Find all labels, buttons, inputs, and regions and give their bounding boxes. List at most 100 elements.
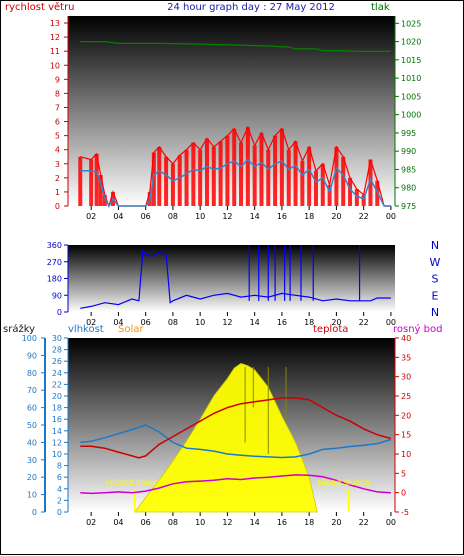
- humidity-y-tick-label-28: 28: [52, 346, 62, 355]
- pressure-y-tick-label-990: 990: [401, 147, 416, 156]
- rain-y-tick-label-30: 30: [27, 456, 37, 465]
- wind-y-tick-label-10: 10: [50, 61, 60, 70]
- x-tick-label-18: 18: [304, 318, 314, 327]
- wind-y-tick-label-7: 7: [55, 103, 60, 112]
- humidity-line: [80, 424, 392, 459]
- x-tick-label-22: 22: [359, 318, 369, 327]
- x-tick-label-16: 16: [277, 518, 287, 527]
- x-tick-label-18: 18: [304, 518, 314, 527]
- compass-label-E: E: [432, 289, 439, 302]
- pressure-line: [80, 40, 391, 53]
- temperature-y-tick-label-15: 15: [401, 431, 411, 440]
- direction-y-tick-label-270: 270: [47, 258, 62, 267]
- compass-label-S: S: [432, 273, 439, 286]
- humidity-y-tick-label-0: 0: [57, 508, 62, 517]
- rain-axis-title: srážky: [3, 323, 35, 335]
- x-tick-label-14: 14: [250, 518, 260, 527]
- x-tick-label-16: 16: [277, 318, 287, 327]
- humidity-y-tick-label-6: 6: [57, 473, 62, 482]
- wind-y-tick-label-9: 9: [55, 75, 60, 84]
- dewpoint-axis-title: rosný bod: [393, 323, 442, 335]
- temperature-y-tick-label-30: 30: [401, 373, 411, 382]
- humidity-y-tick-label-14: 14: [52, 427, 62, 436]
- rain-y-tick-label-10: 10: [27, 491, 37, 500]
- pressure-axis-title: tlak: [371, 2, 390, 13]
- x-tick-label-14: 14: [250, 212, 260, 221]
- x-tick-label-10: 10: [195, 318, 205, 327]
- x-tick-label-04: 04: [113, 518, 123, 527]
- wind-y-tick-label-2: 2: [55, 174, 60, 183]
- rain-y-tick-label-0: 0: [32, 508, 37, 517]
- humidity-y-tick-label-20: 20: [52, 392, 62, 401]
- pressure-y-tick-label-995: 995: [401, 129, 416, 138]
- x-tick-label-22: 22: [359, 212, 369, 221]
- temperature-y-tick-label-0: 0: [401, 489, 406, 498]
- temperature-line: [80, 397, 392, 459]
- wind-y-tick-label-8: 8: [55, 89, 60, 98]
- wind-y-tick-label-0: 0: [55, 202, 60, 211]
- x-tick-label-02: 02: [86, 318, 96, 327]
- wind-speed-axis-title: rychlost větru: [5, 1, 75, 13]
- humidity-y-tick-label-24: 24: [52, 369, 62, 378]
- chart-title: 24 hour graph day : 27 May 2012: [167, 2, 335, 13]
- pressure-y-tick-label-980: 980: [401, 184, 416, 193]
- direction-y-tick-label-0: 0: [57, 308, 62, 317]
- x-tick-label-10: 10: [195, 212, 205, 221]
- pressure-y-tick-label-1000: 1000: [401, 111, 421, 120]
- x-tick-label-20: 20: [331, 318, 341, 327]
- wind-y-tick-label-13: 13: [50, 19, 60, 28]
- pressure-y-tick-label-985: 985: [401, 165, 416, 174]
- rain-y-tick-label-80: 80: [27, 369, 37, 378]
- wind-y-tick-label-3: 3: [55, 160, 60, 169]
- sunset-label: západ slunce: [317, 478, 370, 487]
- wind-y-tick-label-6: 6: [55, 118, 60, 127]
- wind-y-tick-label-12: 12: [50, 33, 60, 42]
- wind-y-tick-label-1: 1: [55, 188, 60, 197]
- temperature-y-tick-label-20: 20: [401, 411, 411, 420]
- x-tick-label-22: 22: [359, 518, 369, 527]
- x-tick-label-00: 00: [386, 212, 396, 221]
- x-tick-label-08: 08: [168, 318, 178, 327]
- chart-layer: 0123456789101112139759809859909951000100…: [22, 16, 441, 527]
- pressure-y-tick-label-1010: 1010: [401, 74, 421, 83]
- sunrise-label: východ slunce: [105, 478, 162, 487]
- direction-y-tick-label-360: 360: [47, 241, 62, 250]
- solar-label: Solar: [118, 324, 144, 335]
- x-tick-label-12: 12: [222, 318, 232, 327]
- x-tick-label-02: 02: [86, 518, 96, 527]
- humidity-y-tick-label-10: 10: [52, 450, 62, 459]
- rain-y-tick-label-100: 100: [22, 334, 37, 343]
- x-tick-label-16: 16: [277, 212, 287, 221]
- x-tick-label-14: 14: [250, 318, 260, 327]
- x-tick-label-10: 10: [195, 518, 205, 527]
- humidity-axis-title: vlhkost: [68, 324, 104, 335]
- x-tick-label-04: 04: [113, 318, 123, 327]
- x-tick-label-06: 06: [141, 212, 151, 221]
- x-tick-label-20: 20: [331, 518, 341, 527]
- x-tick-label-04: 04: [113, 212, 123, 221]
- wind-plot-area: [68, 16, 395, 206]
- compass-label-N: N: [431, 239, 439, 252]
- rain-y-tick-label-90: 90: [27, 351, 37, 360]
- temperature-y-tick-label-25: 25: [401, 392, 411, 401]
- rain-y-tick-label-60: 60: [27, 404, 37, 413]
- rain-y-tick-label-70: 70: [27, 386, 37, 395]
- temperature-y-tick-label-5: 5: [401, 469, 406, 478]
- temperature-axis-title: teplota: [313, 324, 348, 335]
- x-tick-label-06: 06: [141, 518, 151, 527]
- temperature-y-tick-label-35: 35: [401, 353, 411, 362]
- x-tick-label-00: 00: [386, 518, 396, 527]
- humidity-y-tick-label-26: 26: [52, 357, 62, 366]
- rain-y-tick-label-20: 20: [27, 473, 37, 482]
- pressure-y-tick-label-1020: 1020: [401, 38, 421, 47]
- direction-y-tick-label-180: 180: [47, 275, 62, 284]
- x-tick-label-08: 08: [168, 212, 178, 221]
- wind-y-tick-label-4: 4: [55, 146, 60, 155]
- x-tick-label-12: 12: [222, 518, 232, 527]
- temperature-y-tick-label-40: 40: [401, 334, 411, 343]
- humidity-y-tick-label-18: 18: [52, 404, 62, 413]
- wind-average-line: [80, 158, 391, 208]
- compass-label-W: W: [430, 256, 441, 269]
- x-tick-label-20: 20: [331, 212, 341, 221]
